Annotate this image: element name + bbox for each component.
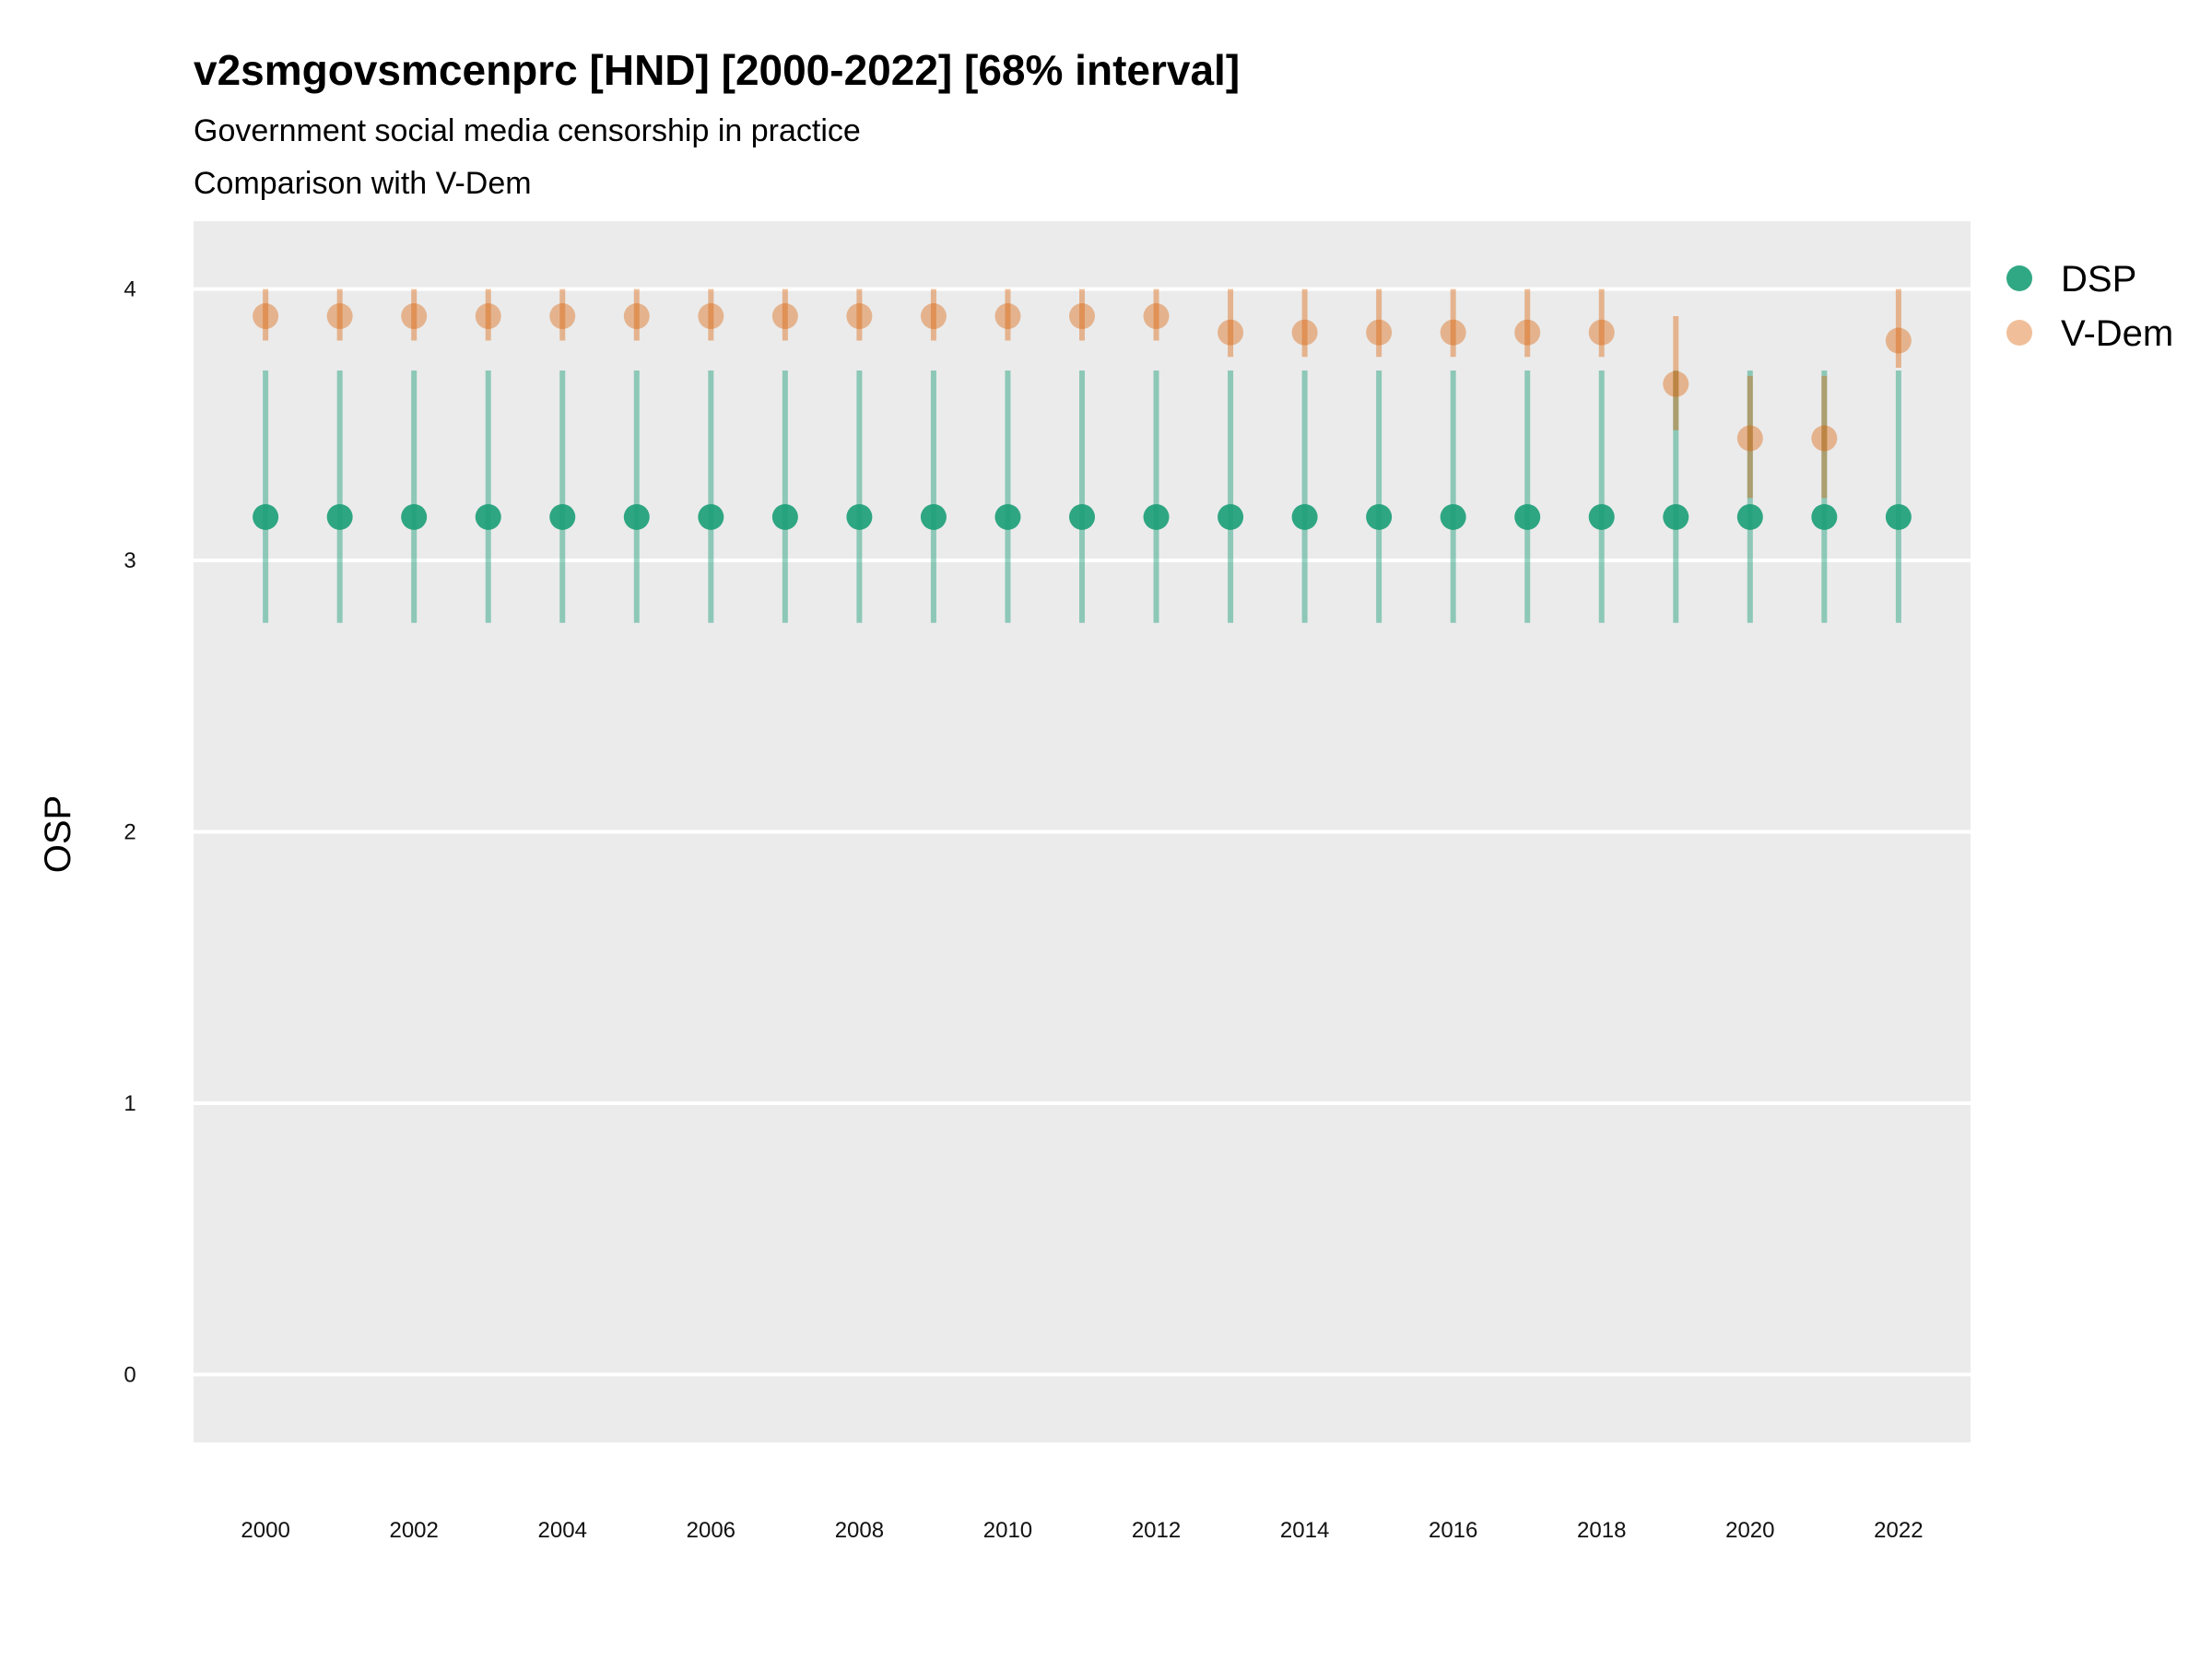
dsp-point [1143, 503, 1170, 530]
dsp-point [549, 503, 576, 530]
vdem-point [401, 303, 428, 330]
chart-subtitle-2: Comparison with V-Dem [194, 166, 532, 201]
vdem-point [1366, 319, 1393, 346]
grid-lines [194, 287, 1971, 1377]
x-tick-label: 2006 [687, 1518, 735, 1543]
legend: DSP V-Dem [2006, 259, 2173, 354]
x-tick-label: 2004 [538, 1518, 587, 1543]
vdem-point [846, 303, 873, 330]
dsp-point [401, 503, 428, 530]
x-tick-label: 2012 [1132, 1518, 1181, 1543]
vdem-point [1291, 319, 1318, 346]
legend-swatch-dsp [2006, 265, 2032, 291]
y-axis-label: OSP [38, 795, 78, 873]
vdem-point [1736, 425, 1763, 452]
vdem-point [326, 303, 353, 330]
dsp-point [1588, 503, 1615, 530]
dsp-point [698, 503, 724, 530]
dsp-point [326, 503, 353, 530]
dsp-point [1885, 503, 1912, 530]
x-tick-labels: 2000 2002 2004 2006 2008 2010 2012 2014 2016 2018… [241, 1518, 1923, 1543]
dsp-point [1663, 503, 1689, 530]
vdem-point [1514, 319, 1541, 346]
dsp-point [623, 503, 650, 530]
chart-title: v2smgovsmcenprc [HND] [2000-2022] [68% i… [194, 46, 1240, 94]
vdem-point [475, 303, 501, 330]
x-tick-label: 2020 [1725, 1518, 1774, 1543]
x-tick-label: 2008 [835, 1518, 884, 1543]
vdem-point [1218, 319, 1244, 346]
vdem-point [1440, 319, 1466, 346]
x-tick-label: 2016 [1429, 1518, 1477, 1543]
legend-label-vdem: V-Dem [2061, 313, 2173, 354]
x-tick-label: 2002 [389, 1518, 438, 1543]
dsp-point [1440, 503, 1466, 530]
legend-label-dsp: DSP [2061, 259, 2136, 300]
vdem-point [253, 303, 279, 330]
vdem-point [1811, 425, 1838, 452]
x-tick-label: 2010 [983, 1518, 1032, 1543]
x-tick-label: 2018 [1577, 1518, 1626, 1543]
y-tick-labels: 0 1 2 3 4 [124, 277, 135, 1388]
dsp-point [920, 503, 947, 530]
vdem-point [549, 303, 576, 330]
vdem-point [1069, 303, 1095, 330]
vdem-point [1663, 371, 1689, 397]
vdem-point [1588, 319, 1615, 346]
dsp-point [846, 503, 873, 530]
dsp-point [771, 503, 798, 530]
y-tick-label: 3 [124, 548, 135, 573]
data-marks [253, 288, 1912, 623]
x-tick-label: 2000 [241, 1518, 289, 1543]
dsp-point [1069, 503, 1095, 530]
dsp-point [994, 503, 1021, 530]
dsp-point [253, 503, 279, 530]
vdem-point [1885, 327, 1912, 354]
legend-swatch-vdem [2006, 320, 2032, 346]
dsp-point [1291, 503, 1318, 530]
dsp-point [1811, 503, 1838, 530]
y-tick-label: 4 [124, 277, 135, 302]
x-tick-label: 2014 [1280, 1518, 1329, 1543]
y-tick-label: 1 [124, 1091, 135, 1116]
dsp-point [1514, 503, 1541, 530]
dsp-point [1366, 503, 1393, 530]
vdem-point [698, 303, 724, 330]
y-tick-label: 0 [124, 1362, 135, 1387]
vdem-point [623, 303, 650, 330]
x-tick-label: 2022 [1874, 1518, 1923, 1543]
vdem-point [994, 303, 1021, 330]
dsp-point [1218, 503, 1244, 530]
dsp-point [475, 503, 501, 530]
y-tick-label: 2 [124, 820, 135, 845]
vdem-point [771, 303, 798, 330]
vdem-point [920, 303, 947, 330]
chart-subtitle: Government social media censorship in pr… [194, 113, 861, 148]
dsp-point [1736, 503, 1763, 530]
vdem-point [1143, 303, 1170, 330]
